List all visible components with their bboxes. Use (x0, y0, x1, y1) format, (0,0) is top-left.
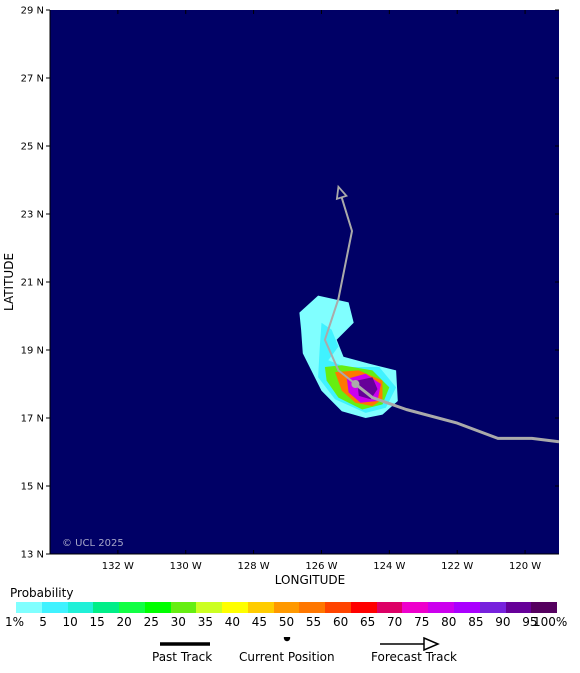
probability-legend-title: Probability (10, 586, 74, 600)
forecast-track-line (323, 186, 357, 385)
probability-bar-label: 70 (387, 615, 403, 629)
probability-swatch-75 (402, 602, 429, 613)
y-tick-label: 27 N (21, 74, 44, 85)
probability-bar-label: 60 (332, 615, 349, 629)
probability-swatch-50 (273, 602, 300, 613)
probability-swatch-90 (479, 602, 506, 613)
current-position-label: Current Position (239, 650, 335, 664)
forecast-arrowhead (335, 184, 348, 201)
probability-bar-label: 80 (441, 615, 457, 629)
y-tick-label: 21 N (21, 278, 44, 289)
probability-bar-label: 45 (251, 615, 268, 629)
y-tick-label: 29 N (21, 6, 44, 17)
forecast-track-label: Forecast Track (371, 650, 457, 664)
past-track-line-icon (160, 642, 210, 646)
probability-bar-label: 55 (305, 615, 322, 629)
probability-bar-label: 90 (495, 615, 511, 629)
probability-bar-label: 65 (360, 615, 376, 629)
map-background (50, 10, 559, 554)
probability-swatch-60 (325, 602, 351, 613)
past-track-key: Past Track (150, 636, 225, 666)
forecast-track-key: Forecast Track (368, 636, 468, 666)
probability-bar-label: 20 (116, 615, 132, 629)
legend: Probability 1% 5 10 15 20 25 30 35 40 45 50 55 60 65 7… (0, 584, 580, 673)
past-track-label: Past Track (152, 650, 213, 664)
probability-color-bar (16, 602, 558, 613)
y-tick-label: 19 N (21, 346, 44, 357)
x-tick-label: 130 W (170, 561, 202, 572)
probability-swatch-25 (144, 602, 171, 613)
forecast-track-arrow-icon (380, 636, 440, 652)
probability-swatch-65 (350, 602, 377, 613)
x-tick-label: 132 W (102, 561, 134, 572)
x-tick-label: 128 W (238, 561, 270, 572)
probability-swatch-35 (196, 602, 223, 613)
probability-swatch-1 (16, 602, 42, 613)
y-tick-label: 25 N (21, 142, 44, 153)
probability-bar-label: 100% (533, 615, 568, 629)
probability-bar-label: 30 (170, 615, 186, 629)
probability-bar-label: 1% (5, 615, 25, 629)
probability-swatch-45 (247, 602, 274, 613)
probability-swatch-10 (67, 602, 94, 613)
probability-swatch-95 (505, 602, 532, 613)
map-axes: 132 W 130 W 128 W 126 W 124 W 122 W 120 W 29 N 2… (21, 6, 559, 572)
y-axis-label: LATITUDE (2, 253, 16, 311)
storm-probability-map: 132 W 130 W 128 W 126 W 124 W 122 W 120 W 29 N 2… (2, 6, 560, 587)
probability-bar-label: 50 (278, 615, 295, 629)
y-tick-label: 13 N (21, 550, 44, 561)
y-tick-label: 17 N (21, 414, 44, 425)
x-tick-label: 126 W (305, 561, 337, 572)
y-tick-label: 23 N (21, 210, 44, 221)
copyright-label: © UCL 2025 (62, 538, 124, 549)
current-position-marker (351, 380, 360, 388)
probability-bar-label: 40 (224, 615, 241, 629)
probability-bar-label: 10 (62, 615, 78, 629)
probability-swatch-55 (299, 602, 326, 613)
current-position-dot-icon (283, 634, 291, 642)
x-tick-label: 124 W (373, 561, 405, 572)
probability-bar-label: 5 (39, 615, 47, 629)
probability-swatch-40 (222, 602, 248, 613)
y-tick-label: 15 N (21, 482, 44, 493)
probability-bar-label: 25 (143, 615, 159, 629)
probability-bar-labels: 1% 5 10 15 20 25 30 35 40 45 50 55 60 65 70 75 80 85 90 95 1… (0, 615, 580, 629)
probability-swatch-15 (93, 602, 120, 613)
probability-bar-label: 95 (522, 615, 538, 629)
probability-swatch-5 (41, 602, 68, 613)
x-tick-label: 122 W (441, 561, 473, 572)
probability-bar-label: 85 (468, 615, 484, 629)
x-axis-label: LONGITUDE (275, 573, 345, 587)
probability-swatch-100 (531, 602, 558, 613)
probability-bar-label: 75 (414, 615, 430, 629)
probability-swatch-30 (170, 602, 197, 613)
past-track-line (354, 382, 560, 444)
probability-swatch-85 (454, 602, 480, 613)
current-position-key: Current Position (236, 634, 346, 666)
probability-bar-label: 15 (89, 615, 105, 629)
probability-swatch-80 (428, 602, 455, 613)
x-tick-label: 120 W (509, 561, 541, 572)
storm-tracks (323, 184, 560, 444)
probability-swatch-70 (376, 602, 403, 613)
probability-bar-label: 35 (197, 615, 213, 629)
probability-swatch-20 (119, 602, 145, 613)
swath-contour-95 (357, 377, 378, 400)
